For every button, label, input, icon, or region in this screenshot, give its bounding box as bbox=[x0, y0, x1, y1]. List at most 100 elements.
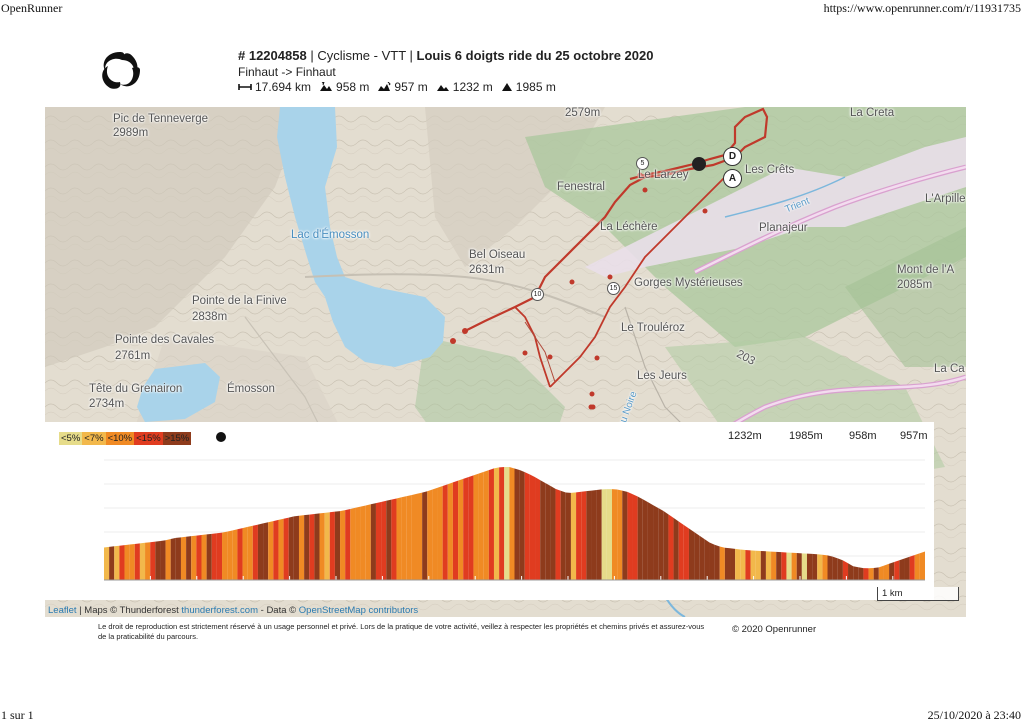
profile-segment bbox=[252, 524, 258, 580]
profile-segment bbox=[268, 521, 274, 580]
map-label: 2989m bbox=[113, 127, 149, 139]
profile-segment bbox=[109, 546, 115, 580]
descent-stat: 957 m bbox=[377, 80, 428, 94]
map-label: 2734m bbox=[89, 398, 125, 410]
profile-segment bbox=[509, 467, 515, 580]
profile-segment bbox=[211, 533, 217, 580]
profile-segment bbox=[304, 514, 310, 580]
max-altitude-icon bbox=[501, 83, 512, 91]
end-marker[interactable]: A bbox=[723, 169, 742, 188]
waypoint-km10[interactable]: 10 bbox=[531, 288, 544, 301]
profile-segment bbox=[488, 468, 494, 580]
profile-segment bbox=[535, 477, 541, 580]
profile-segment bbox=[709, 542, 715, 580]
profile-segment bbox=[765, 551, 772, 580]
profile-segment bbox=[114, 545, 120, 580]
map-label: Planajeur bbox=[759, 222, 808, 234]
profile-segment bbox=[617, 489, 623, 580]
profile-segment bbox=[529, 474, 536, 580]
map-label: Fenestral bbox=[557, 181, 605, 193]
profile-segment bbox=[365, 504, 371, 580]
start-marker[interactable]: D bbox=[723, 147, 742, 166]
leaflet-link[interactable]: Leaflet bbox=[48, 605, 77, 616]
profile-segment bbox=[586, 490, 592, 580]
print-header-left: OpenRunner bbox=[1, 1, 63, 15]
profile-segment bbox=[688, 528, 695, 580]
profile-segment bbox=[740, 549, 746, 580]
profile-segment bbox=[324, 512, 330, 580]
distance-icon bbox=[238, 84, 252, 90]
profile-segment bbox=[216, 532, 223, 580]
profile-ascent: 958m bbox=[849, 430, 877, 442]
profile-segment bbox=[570, 492, 577, 580]
thunderforest-text: Thunderforest bbox=[119, 605, 179, 616]
profile-segment bbox=[873, 567, 879, 580]
profile-segment bbox=[283, 517, 289, 580]
elevation-profile[interactable]: <5% <7% <10% <15% >15% 1232m 1985m 958m 957m bbox=[45, 422, 934, 600]
profile-segment bbox=[278, 518, 284, 580]
profile-segment bbox=[191, 535, 197, 580]
route-name: Louis 6 doigts ride du 25 octobre 2020 bbox=[416, 48, 654, 63]
legend-item: >15% bbox=[162, 432, 192, 445]
map-view[interactable]: 5 10 15 D A Pic de Tenneverge 2989m Lac … bbox=[45, 107, 966, 617]
profile-segment bbox=[257, 523, 264, 580]
map-label: Les Jeurs bbox=[637, 370, 687, 382]
map-label: La Ca bbox=[934, 363, 965, 375]
profile-segment bbox=[360, 505, 366, 580]
profile-segment bbox=[883, 563, 890, 580]
profile-segment bbox=[370, 503, 376, 580]
profile-segment bbox=[565, 492, 571, 580]
profile-segment bbox=[417, 492, 423, 580]
profile-segment bbox=[622, 490, 628, 580]
profile-segment bbox=[442, 484, 448, 580]
profile-segment bbox=[601, 489, 607, 580]
profile-segment bbox=[196, 535, 202, 580]
osm-link[interactable]: OpenStreetMap contributors bbox=[298, 605, 419, 616]
waypoint-km5[interactable]: 5 bbox=[636, 157, 649, 170]
profile-segment bbox=[776, 551, 782, 580]
profile-segment bbox=[822, 554, 828, 580]
profile-segment bbox=[801, 553, 807, 580]
profile-segment bbox=[581, 491, 587, 580]
profile-segment bbox=[150, 541, 156, 580]
profile-segment bbox=[499, 467, 505, 580]
profile-segment bbox=[222, 531, 228, 580]
profile-segment bbox=[314, 513, 320, 580]
profile-segment bbox=[309, 514, 315, 580]
profile-segment bbox=[396, 497, 402, 580]
profile-descent: 957m bbox=[900, 430, 928, 442]
profile-segment bbox=[437, 485, 443, 580]
distance-stat: 17.694 km bbox=[238, 80, 311, 94]
legend-item: <7% bbox=[82, 432, 106, 445]
profile-segment bbox=[642, 499, 648, 580]
profile-segment bbox=[155, 541, 161, 580]
profile-segment bbox=[848, 563, 854, 580]
profile-segment bbox=[663, 510, 669, 580]
profile-segment bbox=[699, 535, 705, 580]
profile-segment bbox=[694, 531, 700, 580]
thunderforest-link[interactable]: thunderforest.com bbox=[181, 605, 258, 616]
profile-segment bbox=[745, 550, 751, 580]
profile-segment bbox=[796, 553, 802, 580]
print-header-url[interactable]: https://www.openrunner.com/r/11931735 bbox=[823, 1, 1021, 15]
profile-min-alt: 1232m bbox=[728, 430, 762, 442]
min-alt-stat: 1232 m bbox=[436, 80, 493, 94]
profile-segment bbox=[858, 567, 864, 580]
profile-segment bbox=[129, 543, 135, 580]
profile-segment bbox=[345, 508, 351, 580]
profile-segment bbox=[837, 558, 843, 580]
profile-segment bbox=[653, 505, 659, 580]
map-label: Le Larzey bbox=[638, 169, 689, 181]
profile-segment bbox=[227, 530, 233, 580]
profile-segment bbox=[576, 491, 582, 580]
profile-segment bbox=[427, 489, 433, 580]
profile-max-alt: 1985m bbox=[789, 430, 823, 442]
map-label: 2631m bbox=[469, 264, 505, 276]
profile-segment bbox=[627, 491, 633, 580]
profile-segment bbox=[165, 539, 171, 580]
map-label: Mont de l'A bbox=[897, 264, 955, 276]
profile-segment bbox=[914, 553, 920, 580]
profile-segment bbox=[406, 494, 412, 580]
profile-segment bbox=[611, 489, 618, 580]
waypoint-km15[interactable]: 15 bbox=[607, 282, 620, 295]
